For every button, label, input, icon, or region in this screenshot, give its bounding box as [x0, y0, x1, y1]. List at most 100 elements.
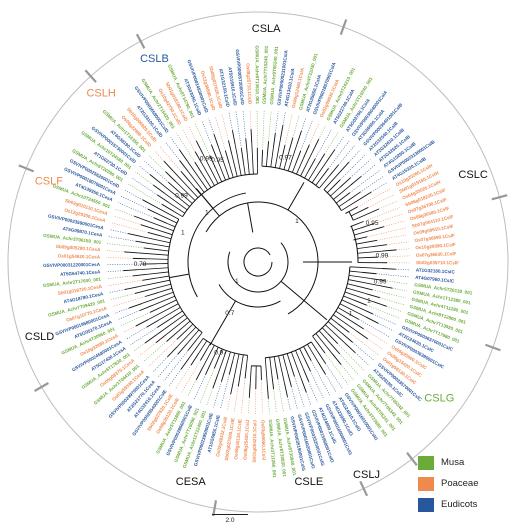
group-branch [352, 227, 361, 231]
leaf-guide [110, 293, 136, 300]
leaf-guide [108, 236, 136, 242]
tip-branch [273, 133, 276, 148]
leaf-guide [287, 396, 291, 411]
leaf-label: Sb02g027600.1CslE [224, 418, 236, 461]
group-arc [312, 266, 351, 337]
leaf-guide [131, 177, 158, 196]
tip-branch [316, 153, 326, 167]
group-branch [323, 172, 340, 190]
clade-separator [339, 19, 348, 35]
leaf-label: AT5G09870.1CesA [62, 226, 103, 238]
clade-separator [135, 33, 146, 49]
tip-branch [231, 130, 236, 145]
leaf-guide [115, 208, 135, 217]
leaf-guide [371, 181, 388, 193]
leaf-labels: GSMUA_Achr7T15240_001 GSMUA_Achr9T06240_0… [43, 45, 474, 478]
leaf-guide [367, 338, 383, 350]
tip-branch [346, 312, 360, 320]
group-branch [327, 321, 343, 334]
leaf-guide [309, 122, 320, 145]
tip-branch [353, 299, 367, 306]
group-branch [325, 324, 346, 344]
leaf-guide [384, 280, 409, 285]
group-branch [299, 348, 305, 359]
group-branch [176, 326, 197, 347]
scale-line [212, 514, 248, 515]
group-branch [154, 206, 179, 220]
tip-branch [288, 137, 294, 152]
group-branch [273, 356, 277, 366]
group-branch [337, 307, 347, 313]
group-branch [246, 152, 250, 175]
group-branch [168, 310, 183, 321]
leaf-guide [195, 123, 211, 156]
leaf-guide [328, 140, 350, 169]
group-branch [286, 353, 291, 364]
tip-branch [319, 168, 329, 181]
group-branch [292, 163, 297, 173]
support-value: 0.7 [225, 310, 234, 317]
support-value: 1 [205, 209, 209, 216]
tip-branch [124, 286, 139, 290]
clade-separator [84, 69, 97, 83]
tip-branch [378, 285, 393, 289]
tip-branch [348, 191, 361, 201]
legend-label: Poaceae [441, 478, 479, 489]
leaf-guide [117, 202, 155, 219]
tip-branch [157, 319, 170, 328]
tip-branch [194, 162, 203, 175]
tip-branch [363, 239, 378, 244]
leaf-guide [111, 222, 148, 233]
group-branch [315, 333, 333, 354]
scale-label: 2.0 [225, 517, 235, 524]
leaf-label: Os08g25420.1CslJ [243, 419, 251, 460]
tip-branch [228, 140, 233, 155]
tip-branch [303, 358, 311, 372]
leaf-guide [176, 133, 196, 163]
leaf-guide [152, 356, 168, 373]
leaf-guide [249, 110, 252, 130]
legend-label: Eudicots [441, 499, 478, 510]
group-branch [274, 138, 281, 168]
tip-branch [296, 130, 302, 145]
group-branch [315, 179, 321, 186]
tip-branch [149, 305, 164, 313]
group-branch [161, 235, 172, 240]
clade-label: CSLJ [353, 469, 380, 481]
group-branch [264, 357, 268, 385]
clade-label: CSLH [86, 88, 115, 100]
tip-branch [177, 343, 188, 355]
group-branch [147, 303, 179, 320]
tip-branch [312, 139, 320, 152]
leaf-guide [372, 313, 397, 325]
support-value: 0.99 [175, 193, 188, 200]
leaf-label: GSVIVP00005720001CslD [235, 49, 246, 106]
group-branch [327, 189, 331, 193]
support-value: 0.95 [366, 220, 379, 227]
leaf-guide [277, 379, 284, 412]
clade-label: CSLE [294, 476, 323, 488]
leaf-guide [363, 207, 401, 222]
group-branch [217, 350, 227, 376]
clade-labels: CSLA CSLB CSLH CSLF CSLD CESA CSLE CSLJ CSLG CSLC [25, 23, 488, 488]
tip-branch [266, 384, 269, 399]
tip-branch [382, 249, 397, 252]
group-branch [158, 287, 173, 293]
group-branch [282, 354, 289, 374]
group-branch [156, 275, 170, 279]
leaf-guide [352, 342, 375, 361]
tip-branch [132, 273, 147, 277]
group-branch [311, 161, 328, 183]
tip-branch [187, 339, 197, 351]
leaf-guide [107, 280, 143, 287]
tip-branch [245, 138, 248, 153]
group-branch [234, 144, 242, 176]
tip-branch [266, 141, 269, 156]
leaf-guide [294, 376, 305, 407]
backbone-branch [280, 280, 328, 321]
group-branch [228, 164, 234, 178]
tip-branch [331, 353, 342, 365]
leaf-guide [372, 289, 406, 299]
leaf-guide [334, 136, 344, 150]
leaf-guide [348, 149, 361, 163]
